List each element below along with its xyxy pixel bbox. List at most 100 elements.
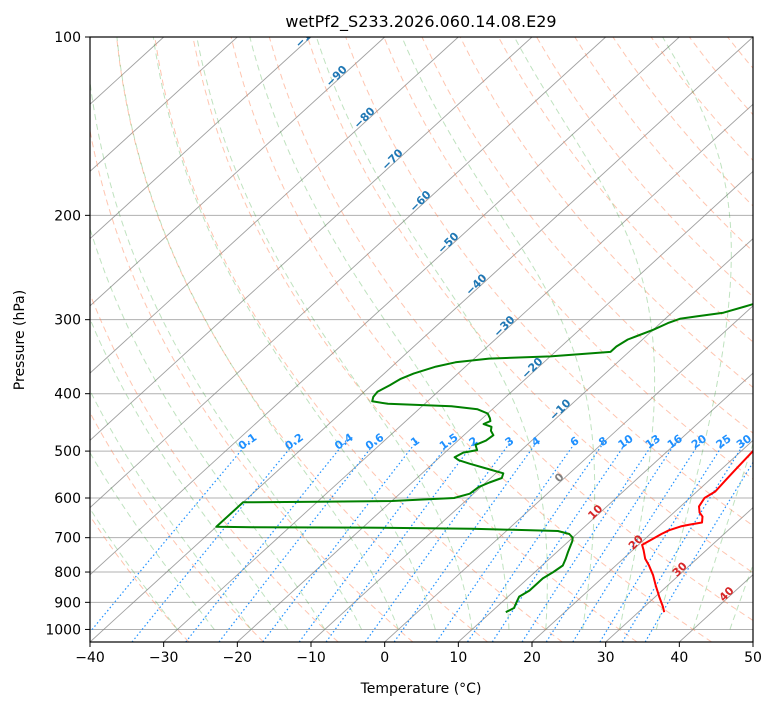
x-tick-label: 20	[523, 650, 541, 666]
dry-adiabat-label: −80	[351, 104, 378, 131]
pressure-grid	[90, 37, 753, 630]
temperature-profile-line	[641, 449, 753, 613]
mixing-ratio-lines	[90, 440, 753, 642]
mixing-ratio-label: 0.1	[236, 431, 259, 453]
mixing-ratio-line	[131, 440, 297, 642]
dry-adiabat-line	[192, 37, 638, 642]
mixing-ratio-line	[644, 461, 753, 642]
dry-adiabat-line	[727, 37, 753, 69]
mixing-ratio-line	[393, 440, 539, 642]
moist-adiabat-line	[90, 451, 215, 630]
y-tick-label: 900	[54, 595, 81, 611]
plot-area: 0.1 0.2 0.4 0.6 1 1.5 2 3 4 6 8 10 13 16 20 25 30 36−100−…	[90, 37, 775, 642]
mixing-ratio-line	[262, 440, 418, 642]
isotherm-line	[90, 37, 607, 509]
dry-adiabat-line	[307, 37, 753, 574]
dry-adiabat-line	[421, 37, 753, 434]
mixing-ratio-label: 13	[643, 432, 663, 451]
x-axis-ticks: −40 −30 −20 −10 0 10 20 30 40 50	[75, 642, 762, 666]
x-tick-label: −40	[75, 650, 105, 666]
isotherm-line	[90, 37, 680, 576]
dry-adiabat-line	[574, 37, 753, 252]
moist-adiabat-label: 30	[670, 559, 690, 579]
x-tick-label: 50	[744, 650, 762, 666]
mixing-ratio-line	[218, 440, 378, 642]
y-axis-title: Pressure (hPa)	[12, 290, 28, 390]
dry-adiabat-label: −20	[519, 355, 546, 382]
mixing-ratio-line	[185, 440, 347, 642]
dewpoint-profile-line	[215, 303, 753, 614]
dry-adiabat-label: −60	[407, 188, 434, 215]
moist-adiabat-line	[90, 227, 326, 630]
isotherm-line	[752, 641, 753, 642]
mixing-ratio-line	[621, 440, 747, 642]
mixing-ratio-label: 3	[503, 434, 517, 449]
dry-adiabat-label: −70	[379, 146, 406, 173]
isotherm-line	[236, 170, 753, 642]
mixing-ratio-label: 30	[734, 432, 754, 452]
mixing-ratio-label: 1	[408, 434, 422, 449]
y-tick-label: 600	[54, 491, 81, 507]
isotherm-line	[384, 305, 753, 642]
dry-adiabat-line	[268, 37, 753, 622]
mixing-ratio-line	[521, 440, 656, 642]
x-tick-label: −30	[149, 650, 179, 666]
moist-adiabat-line	[90, 389, 252, 630]
moist-adiabat-line	[90, 317, 289, 630]
mixing-ratio-line	[364, 440, 512, 642]
x-tick-label: −20	[223, 650, 253, 666]
isotherm-line	[90, 37, 386, 307]
moist-adiabat-line	[116, 37, 399, 630]
moist-adiabat-line	[513, 37, 656, 630]
dry-adiabat-line	[650, 37, 753, 162]
mixing-ratio-line	[466, 440, 606, 642]
isotherm-line	[90, 37, 238, 173]
moist-adiabat-label: 40	[717, 584, 737, 604]
x-tick-label: 10	[449, 650, 467, 666]
y-tick-label: 700	[54, 531, 81, 547]
moist-adiabat-line	[196, 37, 473, 630]
isotherm-line	[90, 37, 312, 240]
y-tick-label: 500	[54, 444, 81, 460]
dry-adiabat-line	[766, 37, 775, 642]
moist-adiabat-line	[729, 563, 753, 630]
isotherm-line	[163, 103, 753, 642]
y-tick-label: 1000	[45, 622, 81, 638]
profile-series	[215, 303, 753, 614]
dry-adiabat-line	[345, 37, 753, 527]
moist-adiabat-line	[692, 442, 753, 630]
moist-adiabat-label: 10	[585, 502, 605, 522]
mixing-ratio-label: 2	[467, 434, 481, 449]
mixing-ratio-line	[90, 440, 251, 633]
moist-adiabat-line	[249, 37, 510, 630]
dry-adiabat-line	[90, 515, 190, 642]
moist-adiabat-line	[315, 37, 548, 630]
x-tick-label: −10	[296, 650, 326, 666]
y-tick-label: 200	[54, 208, 81, 224]
isotherm-line	[90, 37, 459, 374]
moist-adiabat-line	[90, 507, 178, 630]
x-tick-label: 30	[597, 650, 615, 666]
y-tick-label: 100	[54, 30, 81, 46]
mixing-ratio-label: 1.5	[437, 431, 460, 453]
x-tick-label: 40	[670, 650, 688, 666]
plot-frame	[89, 36, 754, 643]
moist-adiabat-line	[90, 78, 363, 630]
y-tick-label: 800	[54, 565, 81, 581]
mixing-ratio-line	[572, 440, 702, 642]
mixing-ratio-label: 36	[755, 432, 775, 452]
moist-adiabat-line	[767, 37, 775, 629]
skewed-isotherms	[90, 37, 753, 642]
dry-adiabat-line	[90, 127, 414, 642]
dry-adiabat-line	[497, 37, 753, 343]
chart-title: wetPf2_S233.2026.060.14.08.E29	[285, 12, 556, 32]
dry-adiabat-line	[116, 37, 488, 642]
x-axis-title: Temperature (°C)	[360, 681, 482, 697]
dry-adiabat-line	[230, 37, 712, 642]
mixing-ratio-line	[545, 440, 678, 642]
dry-adiabat-label: −40	[463, 271, 490, 298]
dry-adiabat-line	[688, 37, 753, 116]
mixing-ratio-label: 16	[665, 432, 685, 452]
moist-adiabat-line	[401, 37, 596, 630]
